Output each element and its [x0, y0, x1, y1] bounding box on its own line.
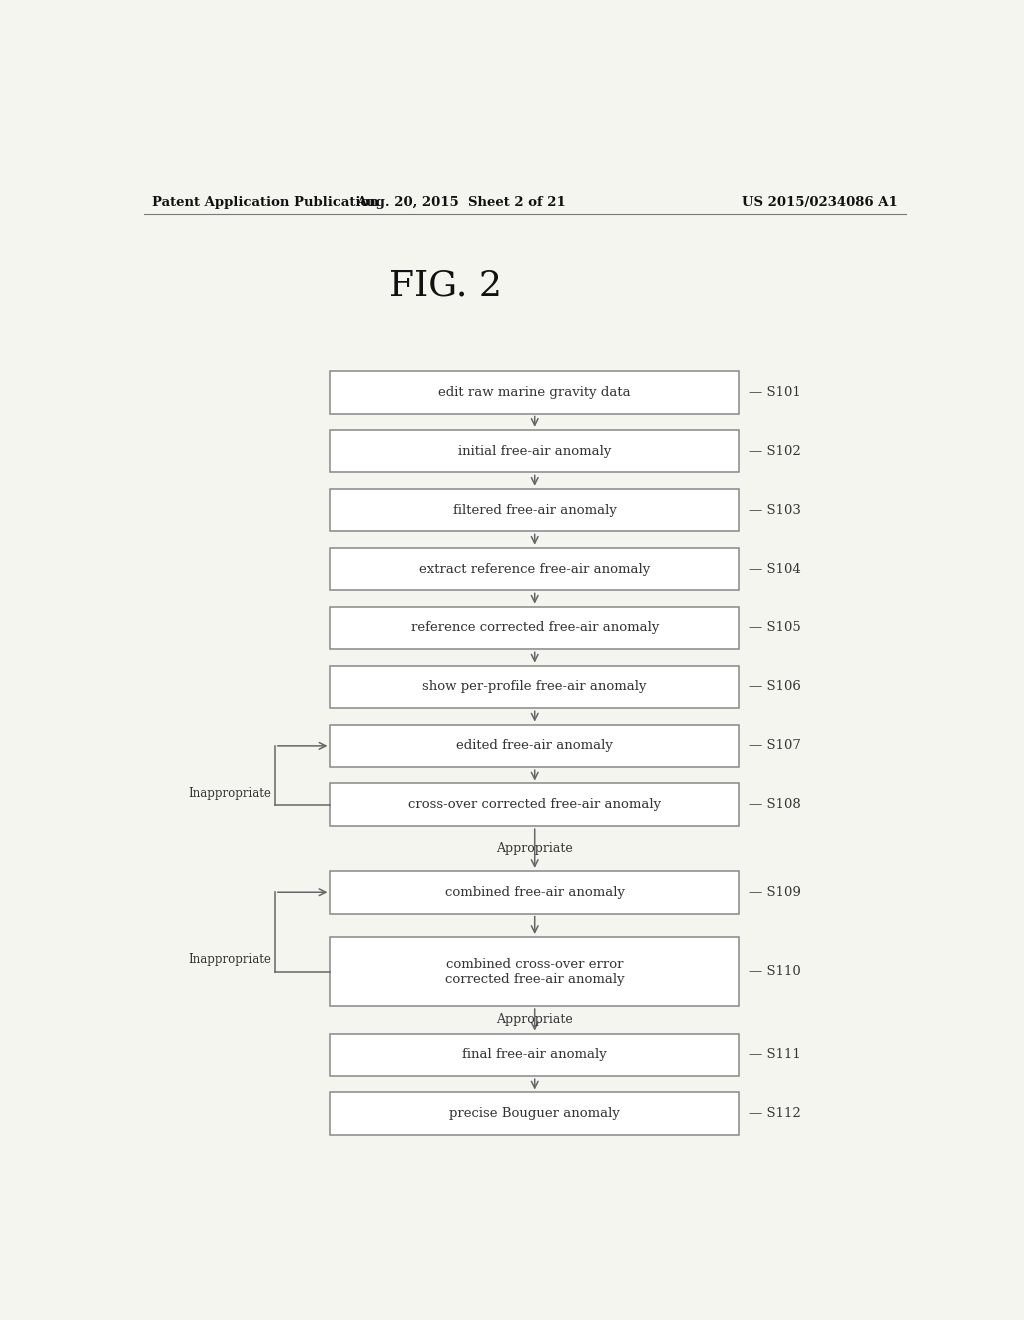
Text: reference corrected free-air anomaly: reference corrected free-air anomaly: [411, 622, 658, 635]
Text: — S105: — S105: [749, 622, 801, 635]
Text: Appropriate: Appropriate: [497, 1014, 573, 1026]
Text: FIG. 2: FIG. 2: [389, 268, 502, 302]
Text: Patent Application Publication: Patent Application Publication: [152, 195, 379, 209]
Text: — S109: — S109: [749, 886, 801, 899]
Text: cross-over corrected free-air anomaly: cross-over corrected free-air anomaly: [409, 799, 662, 812]
Text: precise Bouguer anomaly: precise Bouguer anomaly: [450, 1107, 621, 1121]
Bar: [331, 937, 739, 1006]
Text: US 2015/0234086 A1: US 2015/0234086 A1: [742, 195, 898, 209]
Text: — S110: — S110: [749, 965, 801, 978]
Text: — S106: — S106: [749, 680, 801, 693]
Text: — S102: — S102: [749, 445, 801, 458]
Text: Appropriate: Appropriate: [497, 842, 573, 855]
Bar: [331, 607, 739, 649]
Bar: [331, 371, 739, 413]
Bar: [331, 1034, 739, 1076]
Bar: [331, 548, 739, 590]
Bar: [331, 665, 739, 709]
Text: — S108: — S108: [749, 799, 801, 812]
Text: — S111: — S111: [749, 1048, 801, 1061]
Text: Inappropriate: Inappropriate: [188, 787, 270, 800]
Bar: [331, 488, 739, 532]
Text: combined free-air anomaly: combined free-air anomaly: [444, 886, 625, 899]
Text: — S107: — S107: [749, 739, 801, 752]
Text: — S112: — S112: [749, 1107, 801, 1121]
Bar: [331, 871, 739, 913]
Text: edited free-air anomaly: edited free-air anomaly: [457, 739, 613, 752]
Bar: [331, 1093, 739, 1135]
Text: extract reference free-air anomaly: extract reference free-air anomaly: [419, 562, 650, 576]
Text: — S101: — S101: [749, 385, 801, 399]
Text: initial free-air anomaly: initial free-air anomaly: [458, 445, 611, 458]
Text: — S103: — S103: [749, 503, 801, 516]
Bar: [331, 430, 739, 473]
Text: Inappropriate: Inappropriate: [188, 953, 270, 966]
Text: show per-profile free-air anomaly: show per-profile free-air anomaly: [423, 680, 647, 693]
Text: filtered free-air anomaly: filtered free-air anomaly: [453, 503, 616, 516]
Text: final free-air anomaly: final free-air anomaly: [463, 1048, 607, 1061]
Bar: [331, 784, 739, 826]
Text: edit raw marine gravity data: edit raw marine gravity data: [438, 385, 631, 399]
Text: Aug. 20, 2015  Sheet 2 of 21: Aug. 20, 2015 Sheet 2 of 21: [356, 195, 566, 209]
Text: combined cross-over error
corrected free-air anomaly: combined cross-over error corrected free…: [444, 957, 625, 986]
Bar: [331, 725, 739, 767]
Text: — S104: — S104: [749, 562, 801, 576]
